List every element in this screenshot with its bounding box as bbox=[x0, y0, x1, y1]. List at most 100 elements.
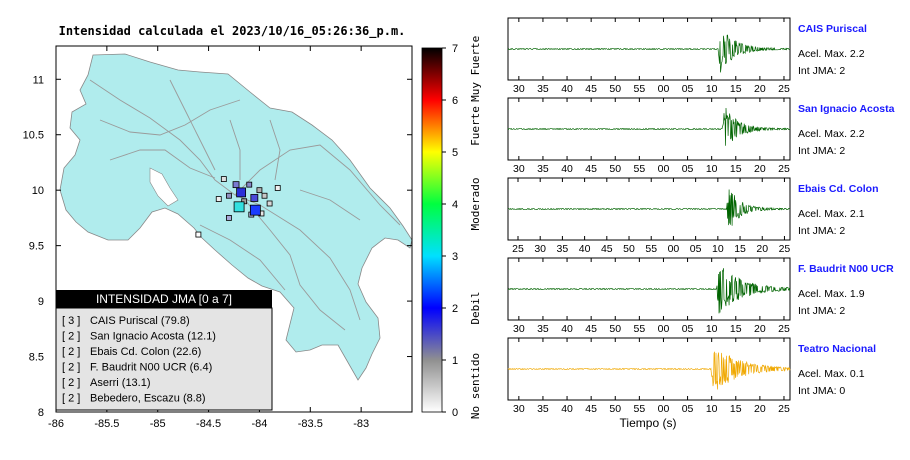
costa-rica-land bbox=[59, 53, 413, 381]
waveform-tick-label: 15 bbox=[730, 83, 742, 95]
legend-item-station: CAIS Puriscal (79.8) bbox=[90, 315, 190, 327]
waveform-max-accel: Acel. Max. 2.1 bbox=[798, 208, 865, 220]
waveform-tick-label: 45 bbox=[585, 323, 597, 335]
waveform-tick-label: 00 bbox=[658, 403, 670, 415]
waveform-tick-label: 40 bbox=[579, 243, 591, 255]
station-marker bbox=[274, 185, 281, 191]
station-marker bbox=[232, 181, 240, 189]
waveform-tick-label: 05 bbox=[682, 323, 694, 335]
waveform-tick-label: 50 bbox=[609, 323, 621, 335]
legend-item-intensity: [ 2 ] bbox=[62, 362, 80, 374]
map-y-tick-label: 8.5 bbox=[29, 352, 44, 364]
map-x-tick-label: -84 bbox=[251, 418, 267, 430]
waveform-tick-label: 10 bbox=[712, 243, 724, 255]
legend-item-intensity: [ 3 ] bbox=[62, 315, 80, 327]
waveform-tick-label: 00 bbox=[658, 163, 670, 175]
waveform-tick-label: 15 bbox=[730, 403, 742, 415]
waveform-tick-label: 45 bbox=[601, 243, 613, 255]
waveform-tick-label: 10 bbox=[706, 403, 718, 415]
colorbar-tick-label: 3 bbox=[452, 251, 458, 263]
legend-item-intensity: [ 2 ] bbox=[62, 393, 80, 405]
colorbar-category-label: Moderado bbox=[469, 178, 482, 231]
waveform-tick-label: 15 bbox=[730, 323, 742, 335]
station-marker bbox=[249, 204, 261, 216]
map-y-tick-label: 9 bbox=[38, 296, 44, 308]
waveform-tick-label: 25 bbox=[778, 83, 790, 95]
waveform-tick-label: 35 bbox=[537, 403, 549, 415]
waveform-station-name: Ebais Cd. Colon bbox=[798, 183, 879, 195]
waveform-tick-label: 55 bbox=[634, 323, 646, 335]
legend-item-intensity: [ 2 ] bbox=[62, 331, 80, 343]
waveform-station-name: San Ignacio Acosta bbox=[798, 103, 895, 115]
legend-item-intensity: [ 2 ] bbox=[62, 346, 80, 358]
waveform-tick-label: 25 bbox=[779, 243, 791, 255]
intensity-legend: INTENSIDAD JMA [0 a 7] [ 3 ] CAIS Purisca… bbox=[55, 290, 273, 411]
map-x-tick-label: -83 bbox=[353, 418, 369, 430]
map-x-tick-label: -84.5 bbox=[196, 418, 221, 430]
legend-item-station: Aserri (13.1) bbox=[90, 377, 151, 389]
waveform-tick-label: 45 bbox=[585, 163, 597, 175]
colorbar-tick-label: 0 bbox=[452, 407, 458, 419]
waveform-jma-intensity: Int JMA: 0 bbox=[798, 385, 845, 397]
legend-title: INTENSIDAD JMA [0 a 7] bbox=[96, 292, 232, 306]
waveform-station-name: F. Baudrit N00 UCR bbox=[798, 263, 894, 275]
colorbar-tick-label: 2 bbox=[452, 303, 458, 315]
waveform-tick-label: 40 bbox=[561, 323, 573, 335]
waveform-tick-label: 30 bbox=[513, 323, 525, 335]
waveform-tick-label: 35 bbox=[537, 163, 549, 175]
waveform-tick-label: 15 bbox=[734, 243, 746, 255]
waveform-tick-label: 10 bbox=[706, 323, 718, 335]
colorbar-category-label: Fuerte bbox=[469, 106, 482, 146]
waveform-max-accel: Acel. Max. 0.1 bbox=[798, 368, 865, 380]
waveform-tick-label: 30 bbox=[513, 403, 525, 415]
gulf-nicoya bbox=[149, 167, 179, 207]
waveform-tick-label: 20 bbox=[754, 83, 766, 95]
station-marker bbox=[226, 215, 232, 221]
map-y-tick-label: 10 bbox=[32, 185, 44, 197]
waveform-trace bbox=[507, 107, 791, 146]
waveform-tick-label: 55 bbox=[634, 83, 646, 95]
colorbar-gradient bbox=[421, 47, 443, 413]
waveform-tick-label: 35 bbox=[557, 243, 569, 255]
map-x-tick-label: -86 bbox=[48, 418, 64, 430]
station-marker bbox=[226, 192, 232, 199]
waveform-max-accel: Acel. Max. 1.9 bbox=[798, 288, 865, 300]
legend-item-station: F. Baudrit N00 UCR (6.4) bbox=[90, 362, 212, 374]
waveform-tick-label: 25 bbox=[778, 163, 790, 175]
waveform-tick-label: 55 bbox=[634, 163, 646, 175]
map-y-tick-label: 10.5 bbox=[23, 130, 44, 142]
waveform-max-accel: Acel. Max. 2.2 bbox=[798, 128, 865, 140]
station-marker bbox=[215, 196, 222, 202]
waveform-max-accel: Acel. Max. 2.2 bbox=[798, 48, 865, 60]
waveform-panel: 25 30 35 40 45 50 55 00 05 10 15 20 25 Ebais Cd. Colo… bbox=[507, 177, 879, 255]
colorbar-tick-label: 1 bbox=[452, 355, 458, 367]
waveform-tick-label: 25 bbox=[778, 403, 790, 415]
station-marker bbox=[261, 192, 268, 199]
waveform-jma-intensity: Int JMA: 2 bbox=[798, 65, 845, 77]
legend-item-intensity: [ 2 ] bbox=[62, 377, 80, 389]
station-marker bbox=[233, 201, 245, 213]
colorbar-category-label: Debil bbox=[469, 291, 482, 324]
waveform-trace bbox=[507, 351, 791, 390]
waveform-panel: 30 35 40 45 50 55 00 05 10 15 20 25 F. Baudrit N00 U… bbox=[507, 257, 894, 335]
waveform-tick-label: 50 bbox=[609, 163, 621, 175]
waveform-tick-label: 40 bbox=[561, 83, 573, 95]
waveform-jma-intensity: Int JMA: 2 bbox=[798, 225, 845, 237]
waveform-tick-label: 35 bbox=[537, 83, 549, 95]
waveform-tick-label: 20 bbox=[756, 243, 768, 255]
waveform-tick-label: 25 bbox=[512, 243, 524, 255]
map-frame bbox=[55, 45, 413, 413]
waveform-tick-label: 50 bbox=[609, 83, 621, 95]
map-y-tick-label: 11 bbox=[33, 74, 44, 86]
waveform-jma-intensity: Int JMA: 2 bbox=[798, 305, 845, 317]
waveform-tick-label: 45 bbox=[585, 83, 597, 95]
waveform-tick-label: 05 bbox=[682, 403, 694, 415]
map-y-tick-label: 8 bbox=[38, 407, 44, 419]
waveform-station-name: CAIS Puriscal bbox=[798, 23, 867, 35]
waveform-trace bbox=[507, 189, 790, 226]
waveform-panel: 30 35 40 45 50 55 00 05 10 15 20 25 CAIS Puriscal Ace… bbox=[507, 17, 867, 95]
waveform-tick-label: 30 bbox=[513, 83, 525, 95]
legend-item-station: Ebais Cd. Colon (22.6) bbox=[90, 346, 201, 358]
waveform-tick-label: 00 bbox=[658, 83, 670, 95]
